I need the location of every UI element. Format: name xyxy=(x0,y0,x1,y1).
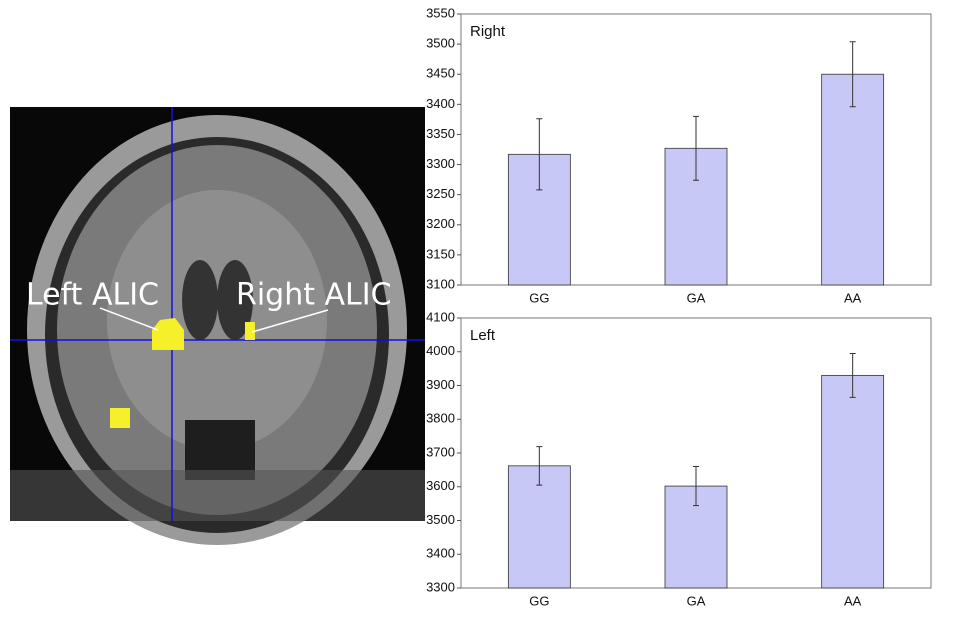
y-tick-label: 3900 xyxy=(426,377,455,392)
brain-image: Left ALIC Right ALIC xyxy=(10,107,425,545)
y-tick-label: 3400 xyxy=(426,546,455,561)
y-tick-label: 3350 xyxy=(426,126,455,141)
x-tick-label: GG xyxy=(529,593,549,608)
y-tick-label: 3450 xyxy=(426,66,455,81)
y-tick-label: 3600 xyxy=(426,478,455,493)
activation-blob xyxy=(110,408,130,428)
ventricle xyxy=(182,260,218,340)
y-tick-label: 3500 xyxy=(426,36,455,51)
x-tick-label: GA xyxy=(687,290,706,305)
y-tick-label: 3150 xyxy=(426,246,455,261)
region-label: Left ALIC xyxy=(26,278,159,313)
y-tick-label: 4000 xyxy=(426,343,455,358)
x-tick-label: AA xyxy=(844,593,862,608)
y-tick-label: 3250 xyxy=(426,186,455,201)
page: Left ALIC Right ALIC Right 3100 3150 3200 32… xyxy=(0,0,959,618)
y-tick-label: 3300 xyxy=(426,156,455,171)
y-tick-label: 3800 xyxy=(426,411,455,426)
region-label: Right ALIC xyxy=(236,278,392,313)
figure: Left ALIC Right ALIC Right 3100 3150 3200 32… xyxy=(0,0,959,618)
y-tick-label: 3400 xyxy=(426,96,455,111)
y-tick-label: 3550 xyxy=(426,5,455,20)
chart-title: Right xyxy=(470,23,506,40)
x-tick-label: AA xyxy=(844,290,862,305)
bar xyxy=(822,375,884,588)
chart-title: Left xyxy=(470,327,496,344)
y-tick-label: 4100 xyxy=(426,309,455,324)
lower-region xyxy=(10,470,425,521)
y-tick-label: 3200 xyxy=(426,216,455,231)
x-tick-label: GG xyxy=(529,290,549,305)
y-tick-label: 3500 xyxy=(426,512,455,527)
y-tick-label: 3300 xyxy=(426,579,455,594)
y-tick-label: 3100 xyxy=(426,276,455,291)
x-tick-label: GA xyxy=(687,593,706,608)
y-tick-label: 3700 xyxy=(426,444,455,459)
